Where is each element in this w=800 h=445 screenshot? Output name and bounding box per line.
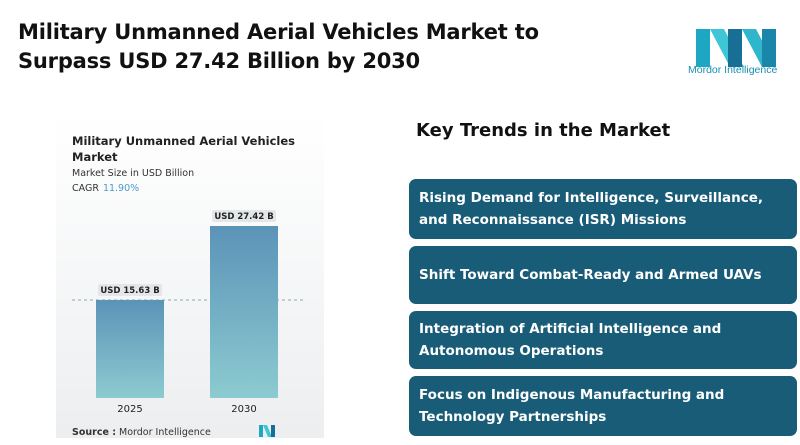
trend-box-isr: Rising Demand for Intelligence, Surveill… <box>409 179 797 239</box>
trend-box-combat: Shift Toward Combat-Ready and Armed UAVs <box>409 246 797 304</box>
data-label: USD 15.63 B <box>100 286 159 296</box>
cagr-line: CAGR 11.90% <box>72 183 139 194</box>
chart-subtitle: Market Size in USD Billion <box>72 168 195 179</box>
trend-label: Shift Toward Combat-Ready and Armed UAVs <box>419 267 762 283</box>
chart-title: Military Unmanned Aerial Vehicles Market <box>72 134 295 164</box>
x-tick-label: 2025 <box>117 404 142 415</box>
trend-box-ai: Integration of Artificial Intelligence a… <box>409 311 797 369</box>
data-label: USD 27.42 B <box>214 212 273 222</box>
cagr-label: CAGR <box>72 183 99 194</box>
x-tick-label: 2030 <box>231 404 256 415</box>
bar-2030 <box>210 226 278 398</box>
data-label-bg <box>98 283 162 296</box>
trend-label: Integration of Artificial Intelligence a… <box>419 321 722 359</box>
trend-label: Rising Demand for Intelligence, Surveill… <box>419 190 764 228</box>
trend-box-manufacturing: Focus on Indigenous Manufacturing and Te… <box>409 376 797 436</box>
page-title: Military Unmanned Aerial Vehicles Market… <box>18 20 539 73</box>
brand-name: Mordor Intelligence <box>688 64 778 76</box>
bar-chart: USD 15.63 B 2025 USD 27.42 B 2030 <box>72 210 306 415</box>
cagr-value: 11.90% <box>102 183 140 194</box>
source-value: Mordor Intelligence <box>119 427 211 438</box>
source-label: Source : <box>72 427 116 438</box>
trends-title: Key Trends in the Market <box>416 120 671 141</box>
mordor-intelligence-logo-icon <box>696 29 776 67</box>
data-label-bg <box>212 210 276 222</box>
trend-label: Focus on Indigenous Manufacturing and Te… <box>419 387 725 425</box>
source-line: Source : Mordor Intelligence <box>72 427 211 438</box>
bar-2025 <box>96 299 164 398</box>
mini-logo-icon <box>259 425 275 437</box>
